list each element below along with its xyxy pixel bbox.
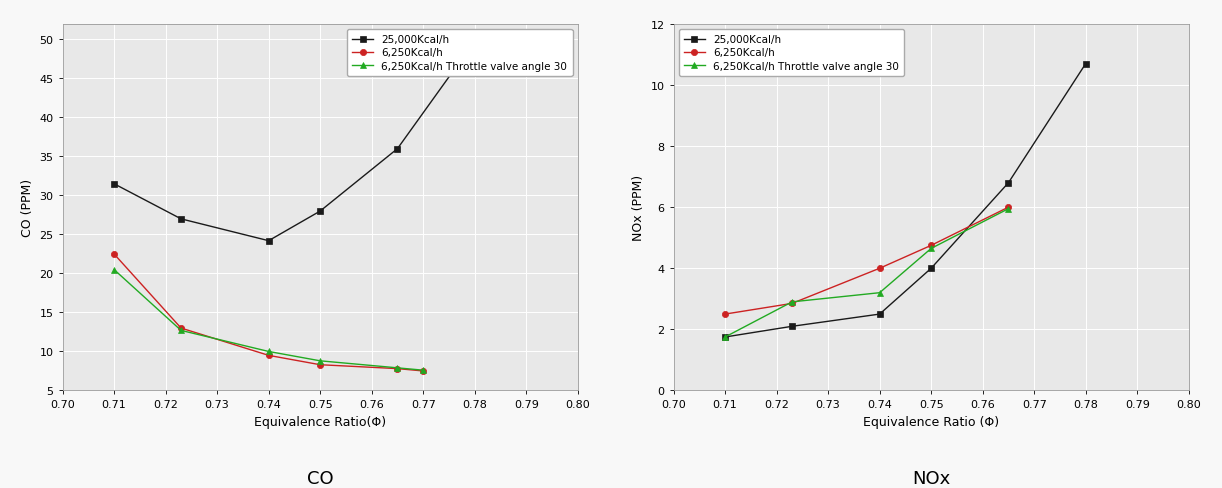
Line: 25,000Kcal/h: 25,000Kcal/h (722, 61, 1089, 341)
6,250Kcal/h Throttle valve angle 30 (174, 328, 188, 334)
X-axis label: Equivalence Ratio(Φ): Equivalence Ratio(Φ) (254, 415, 386, 428)
Legend: 25,000Kcal/h, 6,250Kcal/h, 6,250Kcal/h Throttle valve angle 30: 25,000Kcal/h, 6,250Kcal/h, 6,250Kcal/h T… (678, 30, 904, 77)
25,000Kcal/h (1001, 181, 1015, 186)
25,000Kcal/h (873, 311, 887, 317)
25,000Kcal/h (467, 39, 481, 45)
25,000Kcal/h (106, 182, 121, 187)
6,250Kcal/h Throttle valve angle 30 (390, 365, 404, 371)
Line: 6,250Kcal/h Throttle valve angle 30: 6,250Kcal/h Throttle valve angle 30 (722, 206, 1012, 341)
6,250Kcal/h (313, 362, 327, 368)
6,250Kcal/h (415, 368, 430, 374)
6,250Kcal/h Throttle valve angle 30 (415, 367, 430, 373)
6,250Kcal/h Throttle valve angle 30 (313, 358, 327, 364)
25,000Kcal/h (717, 334, 732, 340)
Y-axis label: CO (PPM): CO (PPM) (21, 179, 34, 237)
6,250Kcal/h (1001, 205, 1015, 211)
6,250Kcal/h Throttle valve angle 30 (106, 267, 121, 273)
25,000Kcal/h (785, 324, 799, 329)
6,250Kcal/h Throttle valve angle 30 (262, 349, 276, 355)
Legend: 25,000Kcal/h, 6,250Kcal/h, 6,250Kcal/h Throttle valve angle 30: 25,000Kcal/h, 6,250Kcal/h, 6,250Kcal/h T… (347, 30, 573, 77)
6,250Kcal/h (174, 325, 188, 331)
6,250Kcal/h (717, 311, 732, 317)
6,250Kcal/h Throttle valve angle 30 (717, 334, 732, 340)
Line: 6,250Kcal/h: 6,250Kcal/h (111, 251, 426, 374)
25,000Kcal/h (262, 238, 276, 244)
25,000Kcal/h (174, 217, 188, 223)
Text: CO: CO (307, 469, 334, 487)
6,250Kcal/h (785, 301, 799, 306)
6,250Kcal/h Throttle valve angle 30 (785, 299, 799, 305)
25,000Kcal/h (390, 146, 404, 152)
25,000Kcal/h (313, 209, 327, 215)
6,250Kcal/h (262, 353, 276, 359)
Y-axis label: NOx (PPM): NOx (PPM) (632, 175, 645, 241)
6,250Kcal/h Throttle valve angle 30 (1001, 206, 1015, 212)
6,250Kcal/h (924, 243, 938, 249)
25,000Kcal/h (924, 266, 938, 272)
25,000Kcal/h (1078, 61, 1092, 67)
Line: 6,250Kcal/h Throttle valve angle 30: 6,250Kcal/h Throttle valve angle 30 (111, 267, 426, 373)
6,250Kcal/h (873, 266, 887, 272)
Text: NOx: NOx (912, 469, 951, 487)
6,250Kcal/h Throttle valve angle 30 (924, 246, 938, 252)
6,250Kcal/h (390, 366, 404, 372)
X-axis label: Equivalence Ratio (Φ): Equivalence Ratio (Φ) (863, 415, 1000, 428)
6,250Kcal/h (106, 251, 121, 257)
6,250Kcal/h Throttle valve angle 30 (873, 290, 887, 296)
Line: 6,250Kcal/h: 6,250Kcal/h (722, 204, 1012, 318)
Line: 25,000Kcal/h: 25,000Kcal/h (111, 39, 478, 244)
